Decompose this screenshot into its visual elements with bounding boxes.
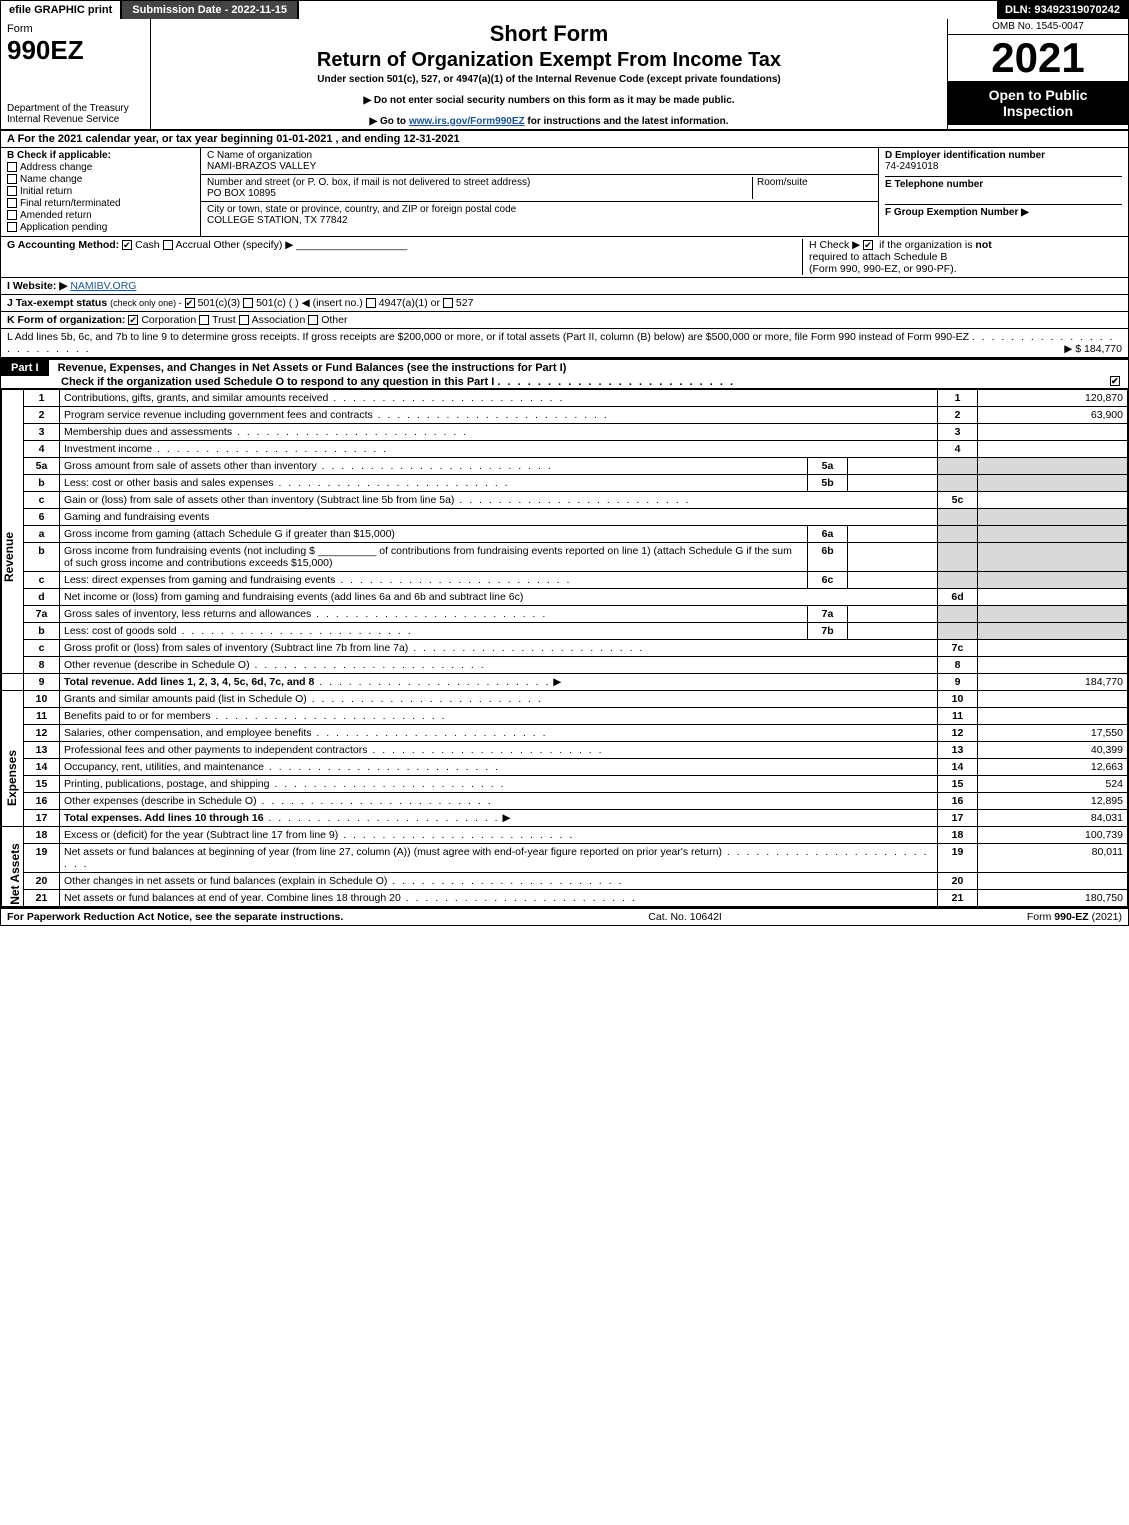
chk-final[interactable]: Final return/terminated — [7, 198, 194, 209]
section-a: A For the 2021 calendar year, or tax yea… — [1, 131, 1128, 148]
row-j: J Tax-exempt status (check only one) - 5… — [1, 295, 1128, 312]
amt-19: 80,011 — [978, 844, 1128, 873]
row-k: K Form of organization: Corporation Trus… — [1, 312, 1128, 329]
form-header: Form 990EZ Department of the Treasury In… — [1, 19, 1128, 131]
amt-21: 180,750 — [978, 890, 1128, 907]
chk-corp[interactable] — [128, 315, 138, 325]
col-d: D Employer identification number 74-2491… — [878, 148, 1128, 236]
section-bcdef: B Check if applicable: Address change Na… — [1, 148, 1128, 237]
chk-501c[interactable] — [243, 298, 253, 308]
row-g-h: G Accounting Method: Cash Accrual Other … — [1, 237, 1128, 278]
dept-treasury: Department of the Treasury Internal Reve… — [7, 103, 144, 125]
street: PO BOX 10895 — [207, 188, 276, 199]
chk-other-org[interactable] — [308, 315, 318, 325]
amt-15: 524 — [978, 776, 1128, 793]
dln: DLN: 93492319070242 — [997, 1, 1128, 19]
city: COLLEGE STATION, TX 77842 — [207, 215, 348, 226]
omb-number: OMB No. 1545-0047 — [948, 19, 1128, 35]
open-public: Open to Public Inspection — [948, 81, 1128, 125]
part-1-header: Part I Revenue, Expenses, and Changes in… — [1, 358, 1128, 389]
top-bar: efile GRAPHIC print Submission Date - 20… — [1, 1, 1128, 19]
chk-527[interactable] — [443, 298, 453, 308]
chk-accrual[interactable] — [163, 240, 173, 250]
chk-501c3[interactable] — [185, 298, 195, 308]
col-b: B Check if applicable: Address change Na… — [1, 148, 201, 236]
page-footer: For Paperwork Reduction Act Notice, see … — [1, 907, 1128, 925]
amt-1: 120,870 — [978, 390, 1128, 407]
amt-14: 12,663 — [978, 759, 1128, 776]
chk-cash[interactable] — [122, 240, 132, 250]
chk-address[interactable]: Address change — [7, 162, 194, 173]
expenses-label: Expenses — [5, 750, 19, 806]
website-link[interactable]: NAMIBV.ORG — [70, 280, 136, 292]
amt-13: 40,399 — [978, 742, 1128, 759]
chk-app[interactable]: Application pending — [7, 222, 194, 233]
chk-amended[interactable]: Amended return — [7, 210, 194, 221]
tax-year: 2021 — [948, 35, 1128, 81]
lines-table: Revenue 1Contributions, gifts, grants, a… — [1, 389, 1128, 907]
chk-initial[interactable]: Initial return — [7, 186, 194, 197]
form-number: 990EZ — [7, 35, 144, 66]
chk-schedule-b[interactable] — [863, 240, 873, 250]
org-name: NAMI-BRAZOS VALLEY — [207, 161, 316, 172]
header-bullet-1: ▶ Do not enter social security numbers o… — [159, 95, 939, 106]
return-title: Return of Organization Exempt From Incom… — [159, 49, 939, 72]
gross-receipts: ▶ $ 184,770 — [1064, 343, 1122, 355]
chk-4947[interactable] — [366, 298, 376, 308]
net-assets-label: Net Assets — [8, 843, 22, 905]
revenue-label: Revenue — [2, 532, 16, 582]
irs-link[interactable]: www.irs.gov/Form990EZ — [409, 116, 525, 127]
amt-17: 84,031 — [978, 810, 1128, 827]
under-section: Under section 501(c), 527, or 4947(a)(1)… — [159, 74, 939, 85]
ein: 74-2491018 — [885, 161, 938, 172]
chk-name[interactable]: Name change — [7, 174, 194, 185]
efile-label[interactable]: efile GRAPHIC print — [1, 1, 122, 19]
submission-date: Submission Date - 2022-11-15 — [122, 1, 299, 19]
row-i: I Website: ▶ NAMIBV.ORG — [1, 278, 1128, 295]
short-form-title: Short Form — [159, 21, 939, 47]
header-bullet-2: ▶ Go to www.irs.gov/Form990EZ for instru… — [159, 116, 939, 127]
row-l: L Add lines 5b, 6c, and 7b to line 9 to … — [1, 329, 1128, 358]
amt-2: 63,900 — [978, 407, 1128, 424]
chk-schedule-o[interactable] — [1110, 376, 1120, 386]
col-c: C Name of organizationNAMI-BRAZOS VALLEY… — [201, 148, 878, 236]
amt-12: 17,550 — [978, 725, 1128, 742]
form-word: Form — [7, 23, 144, 35]
amt-18: 100,739 — [978, 827, 1128, 844]
amt-9: 184,770 — [978, 674, 1128, 691]
amt-16: 12,895 — [978, 793, 1128, 810]
form-page: efile GRAPHIC print Submission Date - 20… — [0, 0, 1129, 926]
chk-assoc[interactable] — [239, 315, 249, 325]
chk-trust[interactable] — [199, 315, 209, 325]
